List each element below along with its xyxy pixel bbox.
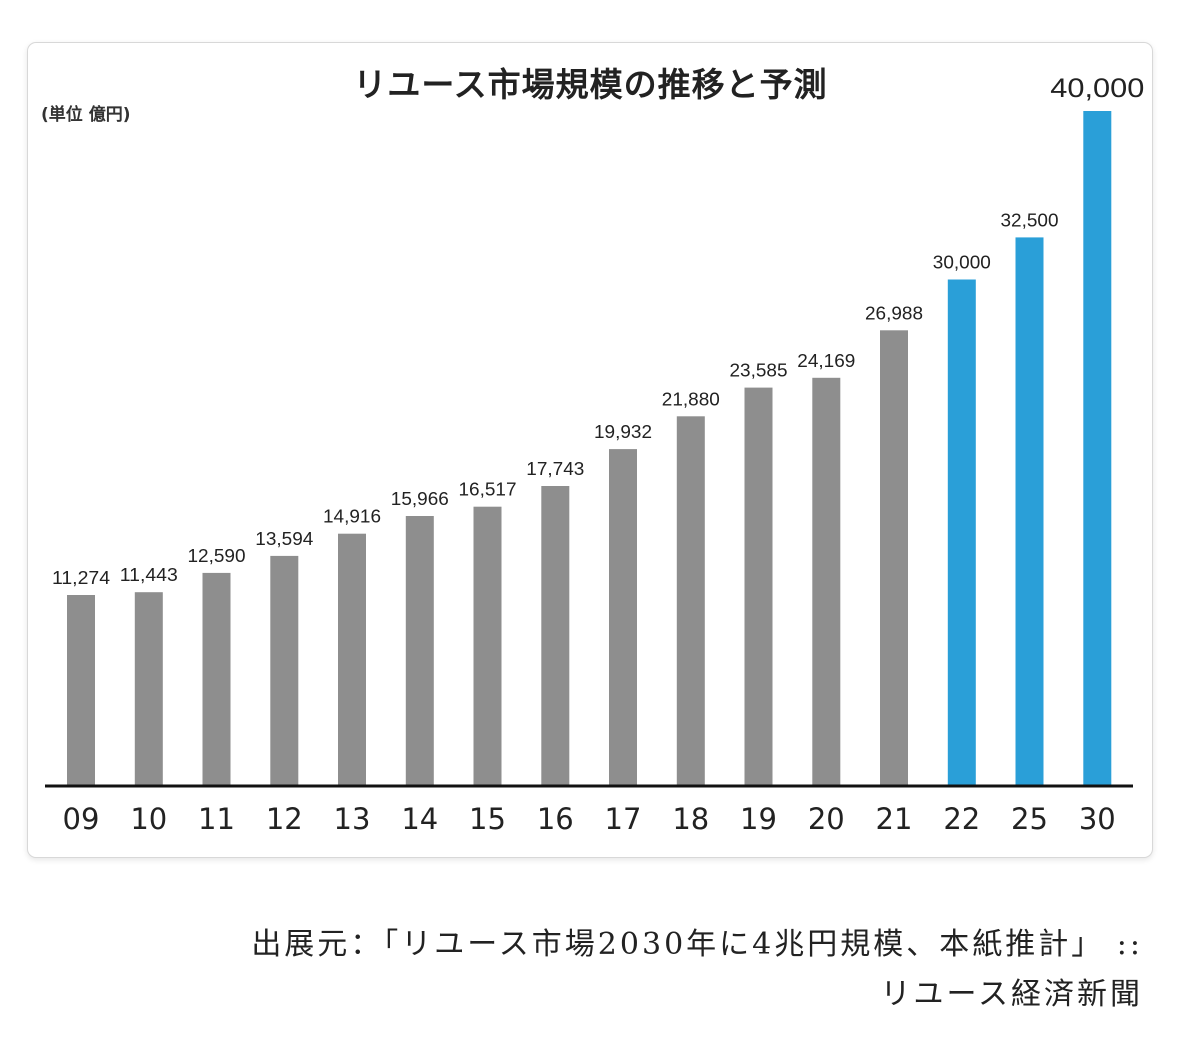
value-label-19: 23,585 <box>730 361 788 381</box>
bar-18 <box>676 416 705 785</box>
value-label-30: 40,000 <box>1050 73 1144 103</box>
x-tick-label-22: 22 <box>943 802 980 836</box>
bar-30 <box>1083 111 1112 785</box>
value-label-20: 24,169 <box>797 351 855 371</box>
bar-14 <box>405 516 434 785</box>
value-label-12: 13,594 <box>255 529 313 549</box>
bar-25 <box>1015 237 1044 785</box>
x-tick-label-13: 13 <box>334 802 371 836</box>
bar-12 <box>270 555 299 785</box>
value-labels-group: 11,274 11,443 12,590 13,594 14,916 15,966 16,5… <box>52 73 1144 588</box>
x-tick-label-19: 19 <box>740 802 777 836</box>
source-caption: 出展元：「リユース市場2030年に4兆円規模、本紙推計」 :: リユース経済新聞 <box>251 920 1143 1020</box>
bar-11 <box>202 572 231 785</box>
bars-group <box>67 111 1112 785</box>
bar-21 <box>880 330 908 785</box>
x-tick-label-20: 20 <box>808 802 845 836</box>
x-tick-labels-group: 09 10 11 12 13 14 15 16 17 18 19 20 21 22 25 30 <box>63 802 1116 836</box>
value-label-13: 14,916 <box>323 507 381 527</box>
value-label-25: 32,500 <box>1001 210 1059 230</box>
x-tick-label-18: 18 <box>672 802 709 836</box>
value-label-22: 30,000 <box>933 253 991 273</box>
x-tick-label-10: 10 <box>130 802 167 836</box>
value-label-09: 11,274 <box>52 568 110 588</box>
bar-19 <box>744 387 773 785</box>
bar-10 <box>134 592 163 785</box>
value-label-16: 17,743 <box>526 459 584 479</box>
x-tick-label-15: 15 <box>469 802 506 836</box>
value-label-15: 16,517 <box>459 480 517 500</box>
x-tick-label-11: 11 <box>198 802 235 836</box>
bar-17 <box>609 449 637 785</box>
x-tick-label-25: 25 <box>1011 802 1048 836</box>
bar-13 <box>338 533 366 785</box>
chart-title-text: リユース市場規模の推移と予測 <box>353 65 828 104</box>
value-label-17: 19,932 <box>594 422 652 442</box>
value-label-21: 26,988 <box>865 303 923 323</box>
unit-label: (単位 億円) <box>41 105 131 125</box>
x-tick-label-30: 30 <box>1079 802 1116 836</box>
x-tick-label-09: 09 <box>63 802 100 836</box>
value-label-18: 21,880 <box>662 389 720 409</box>
bar-15 <box>473 506 502 785</box>
source-line-2: リユース経済新聞 <box>880 977 1143 1012</box>
bar-16 <box>541 486 570 785</box>
value-label-14: 15,966 <box>391 489 449 509</box>
bar-09 <box>67 595 95 785</box>
chart-title: リユース市場規模の推移と予測 <box>0 58 1201 106</box>
bar-20 <box>812 377 841 785</box>
x-tick-label-17: 17 <box>605 802 642 836</box>
bar-22 <box>947 279 976 785</box>
x-tick-label-12: 12 <box>266 802 303 836</box>
value-label-11: 12,590 <box>188 546 246 566</box>
x-tick-label-21: 21 <box>876 802 913 836</box>
source-line-1: 出展元：「リユース市場2030年に4兆円規模、本紙推計」 :: <box>251 927 1143 962</box>
x-tick-label-16: 16 <box>537 802 574 836</box>
x-tick-label-14: 14 <box>401 802 438 836</box>
value-label-10: 11,443 <box>120 565 178 585</box>
